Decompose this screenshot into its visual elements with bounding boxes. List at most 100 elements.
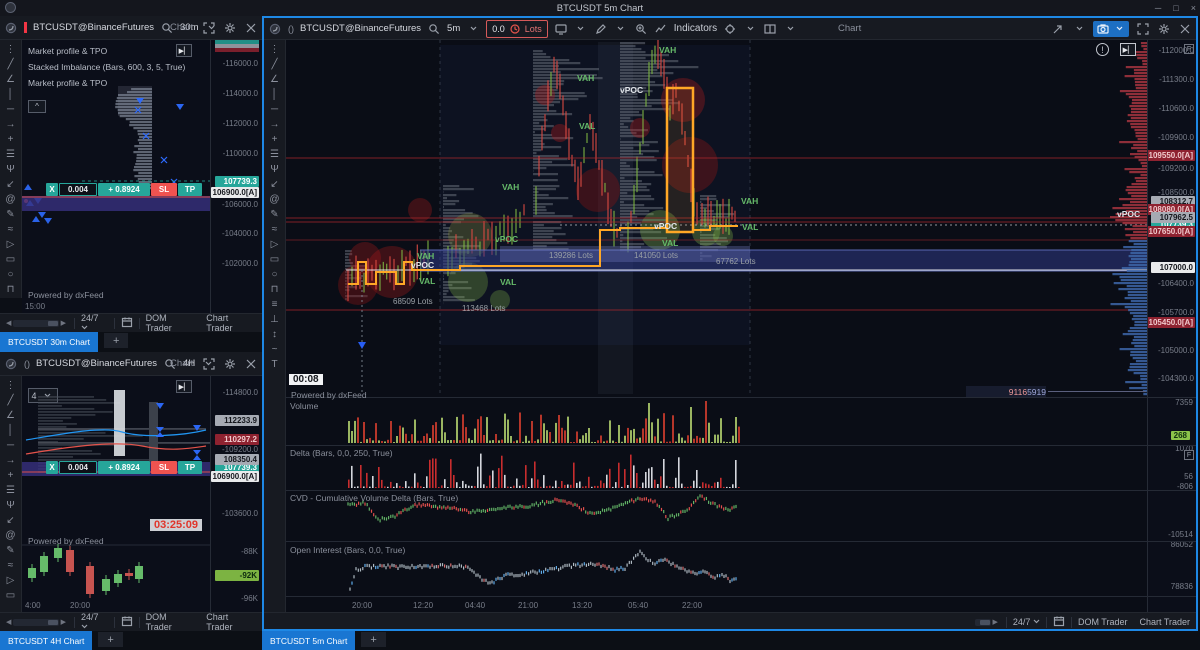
tool-horizontal-line-icon[interactable]: ─ bbox=[270, 104, 279, 115]
tool-triangle-icon[interactable]: ▷ bbox=[6, 575, 15, 586]
session-select[interactable]: 24/7 bbox=[1013, 617, 1040, 627]
pnl-label[interactable]: + 0.8924 bbox=[98, 461, 150, 474]
close-icon[interactable] bbox=[244, 357, 258, 371]
tool-rectangle-icon[interactable]: ▭ bbox=[5, 254, 16, 265]
chevron-down-icon[interactable] bbox=[743, 22, 757, 36]
drawing-mode-icon[interactable] bbox=[594, 22, 608, 36]
zoom-in-icon[interactable] bbox=[634, 22, 648, 36]
goto-latest-button[interactable]: ▶ ▏ bbox=[176, 44, 192, 57]
take-profit-button[interactable]: TP bbox=[178, 183, 202, 196]
tool-arrow-icon[interactable]: → bbox=[5, 119, 16, 130]
tool-pitchfork-icon[interactable]: Ψ bbox=[6, 164, 15, 175]
tool-bars-pattern-icon[interactable]: ⊓ bbox=[6, 284, 15, 295]
expand-icon[interactable] bbox=[1136, 22, 1150, 36]
tool-waves-icon[interactable]: ≈ bbox=[7, 560, 14, 571]
tool-waves-icon[interactable]: ≈ bbox=[7, 224, 14, 235]
chevron-down-icon[interactable] bbox=[574, 22, 588, 36]
tab-btcusdt-5m-chart[interactable]: BTCUSDT 5m Chart bbox=[262, 631, 356, 650]
pane-label-oi[interactable]: Open Interest (Bars, 0,0, True) bbox=[290, 545, 406, 555]
dom-trader-button[interactable]: DOM Trader bbox=[1077, 617, 1128, 627]
tool-arrow-icon[interactable]: → bbox=[5, 455, 16, 466]
price-axis-4h[interactable]: -114800.0 -109200.0 -103600.0 -88K -96K 10773… bbox=[210, 376, 260, 612]
scrollbar[interactable] bbox=[13, 618, 59, 626]
tool-bars-pattern-icon[interactable]: ⊓ bbox=[270, 284, 279, 295]
scroll-right-button[interactable]: ▶ bbox=[992, 619, 998, 626]
crosshair-icon[interactable] bbox=[723, 22, 737, 36]
tool-text-note-icon[interactable]: @ bbox=[5, 194, 16, 205]
pnl-label[interactable]: + 0.8924 bbox=[98, 183, 150, 196]
stop-loss-button[interactable]: SL bbox=[151, 461, 177, 474]
stop-loss-button[interactable]: SL bbox=[151, 183, 177, 196]
close-icon[interactable] bbox=[1178, 22, 1192, 36]
chart-area-30m[interactable] bbox=[22, 40, 210, 313]
tool-anchor-icon[interactable]: ⊥ bbox=[270, 314, 279, 325]
tool-drag-dots-icon[interactable]: ⋮ bbox=[269, 44, 280, 55]
pane-divider[interactable] bbox=[286, 445, 1196, 446]
tool-pencil-icon[interactable]: ✎ bbox=[6, 209, 15, 220]
settings-gear-icon[interactable] bbox=[223, 21, 237, 35]
lots-input[interactable]: 0.0 Lots bbox=[486, 19, 548, 38]
search-icon[interactable] bbox=[427, 22, 441, 36]
tool-horizontal-line-icon[interactable]: ─ bbox=[6, 104, 15, 115]
close-button[interactable]: × bbox=[1190, 3, 1196, 13]
pane-label-volume[interactable]: Volume bbox=[290, 401, 319, 411]
tool-trend-line-icon[interactable]: ╱ bbox=[7, 59, 14, 70]
calendar-icon[interactable] bbox=[121, 615, 133, 629]
symbol-label[interactable]: BTCUSDT@BinanceFutures bbox=[36, 358, 158, 369]
chevron-down-icon[interactable] bbox=[783, 22, 797, 36]
tab-btcusdt-4h-chart[interactable]: BTCUSDT 4H Chart bbox=[0, 631, 93, 650]
fixed-scale-icon[interactable]: F bbox=[1184, 44, 1194, 54]
indicators-icon[interactable] bbox=[654, 22, 668, 36]
add-tab-button[interactable]: + bbox=[104, 333, 129, 348]
scroll-right-button[interactable]: ▶ bbox=[60, 320, 67, 327]
pane-divider[interactable] bbox=[286, 541, 1196, 542]
pane-label-delta[interactable]: Delta (Bars, 0,0, 250, True) bbox=[290, 448, 393, 458]
alert-icon[interactable]: ! bbox=[1096, 43, 1109, 56]
tool-rectangle-icon[interactable]: ▭ bbox=[269, 254, 280, 265]
tool-swap-icon[interactable]: ↕ bbox=[272, 329, 277, 340]
tool-cross-icon[interactable]: + bbox=[271, 134, 278, 145]
tool-arrow-down-left-icon[interactable]: ↙ bbox=[270, 179, 279, 190]
tool-arrow-down-left-icon[interactable]: ↙ bbox=[6, 179, 15, 190]
goto-latest-button[interactable]: ▶ ▏ bbox=[1120, 43, 1136, 56]
collapse-button[interactable]: ^ bbox=[28, 100, 46, 113]
tool-vertical-line-icon[interactable]: │ bbox=[271, 89, 278, 100]
close-icon[interactable] bbox=[244, 21, 258, 35]
tool-ruler-icon[interactable]: ≡ bbox=[271, 299, 278, 310]
scroll-left-button[interactable]: ◀ bbox=[6, 619, 12, 626]
indicator-label[interactable]: Market profile & TPO bbox=[28, 78, 108, 88]
close-position-button[interactable]: X bbox=[46, 183, 58, 196]
tool-arrow-down-left-icon[interactable]: ↙ bbox=[6, 515, 15, 526]
tool-triangle-icon[interactable]: ▷ bbox=[6, 239, 15, 250]
tool-pitchfork-icon[interactable]: Ψ bbox=[270, 164, 279, 175]
chevron-down-icon[interactable] bbox=[466, 22, 480, 36]
tool-horizontal-line-icon[interactable]: ─ bbox=[6, 440, 15, 451]
scrollbar[interactable] bbox=[974, 618, 991, 626]
time-axis-30m[interactable]: 15:00 bbox=[22, 300, 210, 313]
tool-parallel-lines-icon[interactable]: ☰ bbox=[270, 149, 279, 160]
chart-area-5m[interactable] bbox=[286, 40, 1147, 612]
tool-trend-line-icon[interactable]: ╱ bbox=[7, 395, 14, 406]
indicator-label[interactable]: Market profile & TPO bbox=[28, 46, 108, 56]
pane-divider[interactable] bbox=[286, 490, 1196, 491]
quantity-field[interactable]: 0.004 bbox=[59, 183, 97, 196]
screenshot-button[interactable] bbox=[1093, 20, 1129, 37]
calendar-icon[interactable] bbox=[1053, 615, 1065, 629]
add-tab-button[interactable]: + bbox=[361, 632, 386, 647]
scrollbar[interactable] bbox=[13, 319, 59, 327]
tool-vertical-line-icon[interactable]: │ bbox=[7, 89, 14, 100]
expand-icon[interactable] bbox=[202, 21, 216, 35]
tool-text-note-icon[interactable]: @ bbox=[5, 530, 16, 541]
search-icon[interactable] bbox=[163, 357, 177, 371]
settings-gear-icon[interactable] bbox=[1157, 22, 1171, 36]
indicators-button[interactable]: Indicators bbox=[673, 23, 718, 34]
take-profit-button[interactable]: TP bbox=[178, 461, 202, 474]
goto-latest-button[interactable]: ▶ ▏ bbox=[176, 380, 192, 393]
chart-trader-button[interactable]: Chart Trader bbox=[1139, 617, 1190, 627]
session-select[interactable]: 24/7 bbox=[81, 313, 108, 333]
minimize-button[interactable]: ─ bbox=[1154, 3, 1162, 13]
tool-drag-dots-icon[interactable]: ⋮ bbox=[5, 380, 16, 391]
timeframe-select[interactable]: 4H bbox=[183, 358, 196, 369]
expand-icon[interactable] bbox=[202, 357, 216, 371]
chevron-down-icon[interactable] bbox=[1072, 22, 1086, 36]
